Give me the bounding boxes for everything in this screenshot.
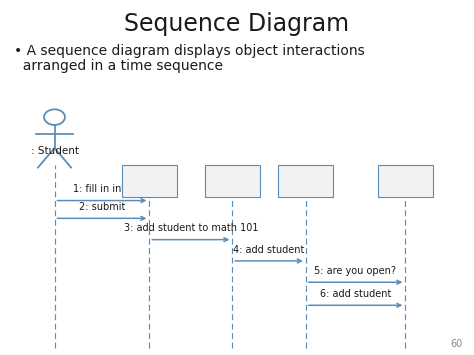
- Text: 2: submit: 2: submit: [79, 202, 125, 212]
- Text: 1: fill in info: 1: fill in info: [73, 184, 131, 194]
- Text: arranged in a time sequence: arranged in a time sequence: [14, 59, 223, 72]
- Text: • A sequence diagram displays object interactions: • A sequence diagram displays object int…: [14, 44, 365, 58]
- Text: 4: add student: 4: add student: [233, 245, 305, 255]
- Text: 5: are you open?: 5: are you open?: [315, 266, 396, 276]
- Text: math 101
section 1: math 101 section 1: [383, 171, 427, 191]
- Text: 60: 60: [450, 339, 462, 349]
- Text: 3: add student to math 101: 3: add student to math 101: [124, 223, 258, 233]
- Bar: [279, 165, 333, 197]
- Text: : Student: : Student: [30, 146, 79, 155]
- Text: math 101: math 101: [284, 176, 328, 186]
- Bar: [122, 165, 176, 197]
- Text: 6: add student: 6: add student: [320, 289, 391, 299]
- Bar: [205, 165, 259, 197]
- Text: registration
manager: registration manager: [206, 171, 258, 191]
- Text: Sequence Diagram: Sequence Diagram: [125, 12, 349, 37]
- Bar: [378, 165, 432, 197]
- Text: registration
form: registration form: [123, 171, 175, 191]
